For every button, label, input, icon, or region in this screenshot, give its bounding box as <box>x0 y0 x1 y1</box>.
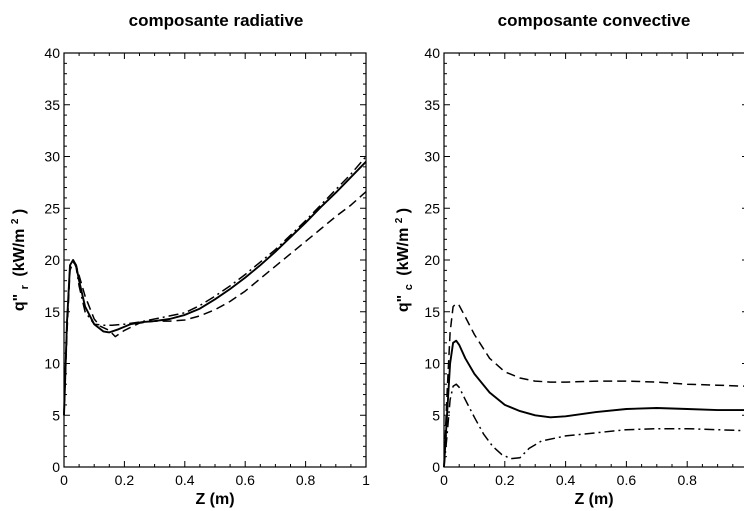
y-tick-label: 20 <box>44 252 60 268</box>
x-tick-label: 0.8 <box>677 472 697 488</box>
x-tick-label: 0.2 <box>495 472 515 488</box>
y-axis-label-prefix: q" <box>395 295 412 312</box>
y-axis-label: q" r (kW/m 2 ) <box>5 209 32 311</box>
y-axis-label-unit-close: ) <box>11 209 28 214</box>
y-axis-label-unit: (kW/m <box>395 228 412 276</box>
series-line-dashed <box>443 302 744 468</box>
x-tick-label: 0.4 <box>556 472 576 488</box>
y-axis-label: q" c (kW/m 2 ) <box>389 208 416 312</box>
plot-frame <box>443 52 744 468</box>
x-axis-label: Z (m) <box>574 491 613 508</box>
x-tick-label: 0 <box>60 472 68 488</box>
y-axis-label-unit: (kW/m <box>11 229 28 277</box>
x-tick-label: 0.6 <box>617 472 637 488</box>
plot-frame <box>63 52 367 468</box>
series-line-solid <box>63 161 367 416</box>
series-line-dashdot <box>63 156 367 416</box>
x-tick-label: 0 <box>440 472 448 488</box>
y-axis-label-superscript: 2 <box>10 218 21 224</box>
y-tick-label: 15 <box>424 304 440 320</box>
y-tick-label: 25 <box>424 200 440 216</box>
y-tick-label: 25 <box>44 200 60 216</box>
chart-title: composante radiative <box>129 11 304 30</box>
panel-convective: composante convective 0 0.2 0.4 0.6 0.8 0 5 10 1… <box>389 11 744 508</box>
x-axis-label: Z (m) <box>195 491 234 508</box>
y-tick-label: 5 <box>432 407 440 423</box>
y-tick-label: 40 <box>424 45 440 61</box>
y-tick-label: 15 <box>44 304 60 320</box>
panel-radiative: composante radiative 0 0.2 0.4 0.6 0.8 105101… <box>5 11 370 508</box>
y-tick-label: 30 <box>44 149 60 165</box>
series-line-dashed <box>63 191 367 416</box>
chart-title: composante convective <box>498 11 691 30</box>
y-tick-label: 10 <box>44 356 60 372</box>
y-axis-label-prefix: q" <box>11 294 28 311</box>
y-tick-label: 40 <box>44 45 60 61</box>
y-tick-label: 10 <box>424 356 440 372</box>
y-tick-label: 30 <box>424 149 440 165</box>
y-axis-label-superscript: 2 <box>394 217 405 223</box>
series-lines <box>63 156 367 416</box>
x-tick-label: 1 <box>362 472 370 488</box>
y-tick-label: 0 <box>52 459 60 475</box>
y-axis-label-unit-close: ) <box>395 208 412 213</box>
y-tick-label: 35 <box>424 97 440 113</box>
series-line-dashdot <box>443 383 744 468</box>
axis-ticks: 0 0.2 0.4 0.6 0.8 0 5 10 15 20 25 30 35 40 <box>424 45 744 488</box>
x-tick-label: 0.8 <box>296 472 316 488</box>
y-tick-label: 5 <box>52 407 60 423</box>
y-tick-label: 35 <box>44 97 60 113</box>
series-line-solid <box>443 339 744 468</box>
x-tick-label: 0.4 <box>175 472 195 488</box>
y-axis-label-subscript: c <box>403 284 415 290</box>
series-lines <box>443 302 744 468</box>
y-tick-label: 20 <box>424 252 440 268</box>
x-tick-label: 0.2 <box>115 472 135 488</box>
y-tick-label: 0 <box>432 459 440 475</box>
x-tick-label: 0.6 <box>235 472 255 488</box>
y-axis-label-subscript: r <box>19 284 31 289</box>
